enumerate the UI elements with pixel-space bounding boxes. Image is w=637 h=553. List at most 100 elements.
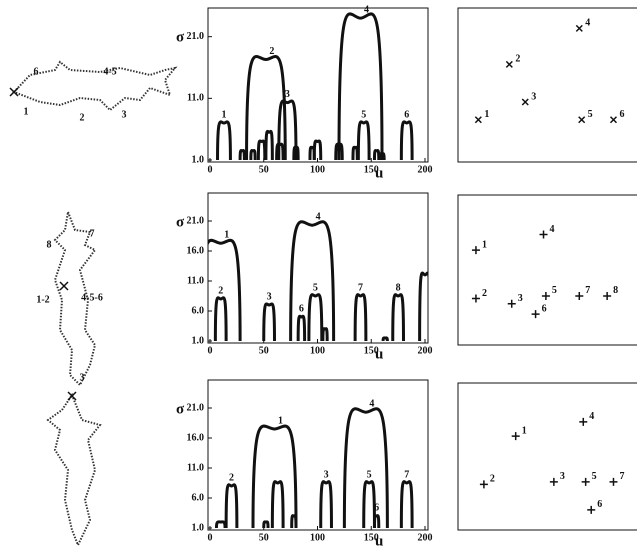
- arch: [289, 220, 336, 342]
- arch: [238, 149, 246, 161]
- arch-label: 3: [267, 291, 272, 302]
- arch: [337, 12, 384, 161]
- arch: [334, 142, 344, 161]
- arch-label: 2: [218, 285, 223, 296]
- maximum-label: 1: [484, 109, 489, 120]
- maximum-label: 4: [585, 18, 590, 29]
- maximum-point: [511, 432, 520, 441]
- y-tick-label: 11.0: [187, 462, 204, 473]
- y-tick-label: 1.0: [192, 154, 205, 165]
- x-tick-label: 200: [418, 164, 433, 175]
- maximum-point: [505, 60, 513, 68]
- shape-annotation: 3: [122, 109, 127, 120]
- maximum-point: [539, 230, 548, 239]
- x-axis-label: u: [375, 165, 383, 181]
- shape-annotation: 1-2: [36, 294, 49, 305]
- x-tick-label: 50: [259, 345, 269, 356]
- arch-label: 6: [374, 502, 379, 513]
- scatter-frame: [457, 194, 637, 346]
- arch: [372, 514, 381, 529]
- y-tick-label: 11.0: [187, 275, 204, 286]
- y-tick-label: 1.0: [192, 335, 205, 346]
- maximum-label: 4: [589, 411, 594, 422]
- shape-outline: [46, 392, 102, 548]
- arch: [391, 293, 405, 342]
- arch-label: 1: [278, 415, 283, 426]
- shape-annotation: 3: [80, 372, 85, 383]
- arch: [296, 314, 307, 342]
- x-tick-label: 0: [208, 345, 213, 356]
- shape-annotation: 6: [34, 66, 39, 77]
- start-marker: [67, 391, 77, 401]
- arch-label: 2: [269, 46, 274, 57]
- arch-label: 1: [221, 109, 226, 120]
- maximum-point: [609, 477, 618, 486]
- arch-label: 7: [358, 282, 363, 293]
- maximum-label: 2: [515, 54, 520, 65]
- arches: [214, 407, 414, 529]
- arch-label: 5: [367, 469, 372, 480]
- maximum-label: 7: [619, 471, 624, 482]
- maximum-point: [609, 116, 618, 124]
- y-tick-label: 6.0: [192, 305, 205, 316]
- maximum-point: [474, 116, 482, 124]
- maximum-point: [479, 480, 488, 489]
- maximum-point: [471, 294, 480, 303]
- y-tick-label: 6.0: [192, 492, 205, 503]
- shapes: [12, 60, 178, 548]
- maximum-label: 3: [560, 471, 565, 482]
- x-tick-label: 150: [364, 345, 379, 356]
- arch: [224, 483, 239, 529]
- arch: [264, 130, 274, 161]
- arch-label: 4: [316, 211, 321, 222]
- y-tick-label: 21.0: [187, 31, 205, 42]
- x-axis-label: u: [375, 533, 383, 549]
- maximum-label: 3: [518, 293, 523, 304]
- arch: [256, 139, 267, 161]
- maximum-label: 8: [613, 285, 618, 296]
- maximum-point: [581, 477, 590, 486]
- y-tick-label: 21.0: [187, 215, 205, 226]
- shape-annotation: 7: [90, 228, 95, 239]
- maximum-label: 3: [531, 91, 536, 102]
- arch: [351, 145, 359, 161]
- arches: [208, 220, 428, 342]
- arch-label: 7: [404, 469, 409, 480]
- arch: [372, 149, 381, 161]
- arch: [399, 120, 414, 161]
- maximum-point: [531, 310, 540, 319]
- y-tick-label: 16.0: [187, 432, 205, 443]
- arch-label: 2: [229, 472, 234, 483]
- arch-label: 4: [369, 398, 374, 409]
- maximum-label: 6: [542, 303, 547, 314]
- arch: [321, 327, 329, 342]
- x-tick-label: 0: [208, 164, 213, 175]
- arch: [290, 514, 298, 529]
- arch: [292, 145, 300, 161]
- maximum-point: [521, 98, 529, 106]
- arch: [362, 480, 376, 529]
- start-marker: [59, 281, 69, 291]
- maximum-point: [587, 505, 596, 514]
- x-tick-label: 0: [208, 532, 213, 543]
- y-tick-label: 1.0: [192, 522, 205, 533]
- arch-label: 6: [404, 109, 409, 120]
- arch-label: 3: [285, 89, 290, 100]
- shape-annotation: 2: [80, 112, 85, 123]
- arch: [249, 149, 257, 161]
- maximum-point: [575, 24, 583, 32]
- y-axis-label: σ: [176, 29, 185, 45]
- arch-label: 4: [364, 4, 369, 15]
- arch: [319, 480, 333, 529]
- arch: [418, 271, 428, 342]
- x-tick-label: 50: [259, 532, 269, 543]
- plot-frame: [207, 7, 429, 163]
- arch: [275, 142, 285, 161]
- maximum-label: 1: [522, 425, 527, 436]
- shape-annotation: 8: [47, 239, 52, 250]
- maximum-label: 5: [592, 471, 597, 482]
- start-marker: [9, 87, 19, 97]
- maximum-point: [579, 417, 588, 426]
- shape-outline: [53, 208, 97, 387]
